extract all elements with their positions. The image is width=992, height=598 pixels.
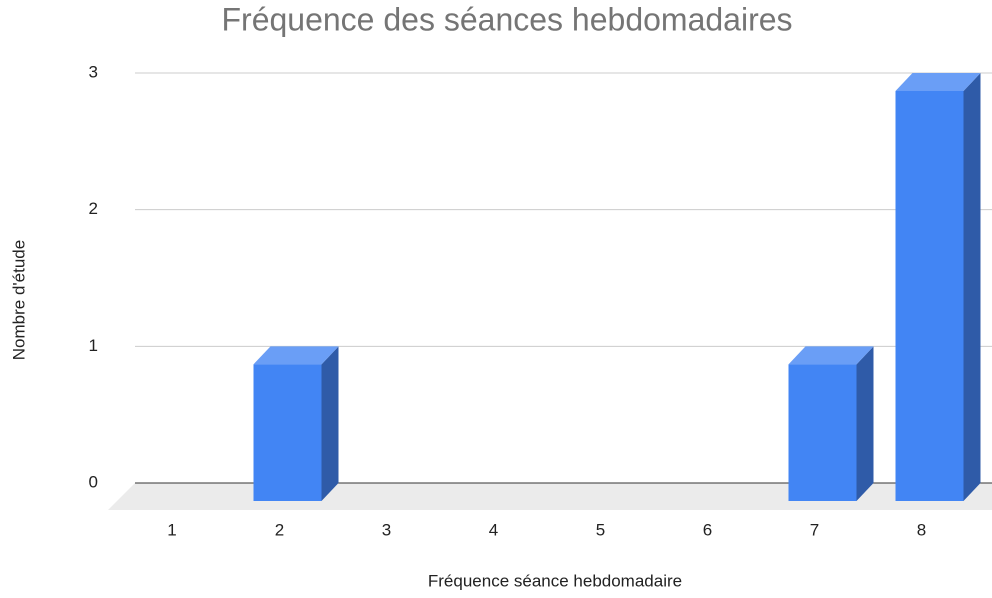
bar-side — [856, 346, 874, 501]
bar — [253, 346, 339, 501]
y-axis-label: Nombre d'étude — [9, 240, 28, 360]
x-tick-label: 8 — [917, 520, 926, 539]
bar — [895, 73, 981, 501]
x-tick-label: 1 — [167, 520, 176, 539]
x-tick-label: 4 — [489, 520, 498, 539]
bar-front — [788, 364, 857, 501]
x-tick-label: 3 — [382, 520, 391, 539]
y-tick-label: 2 — [89, 199, 98, 218]
chart-title: Fréquence des séances hebdomadaires — [221, 1, 792, 37]
y-tick-label: 3 — [89, 62, 98, 81]
bar-side — [963, 73, 981, 501]
bar-side — [321, 346, 339, 501]
bar-top — [253, 346, 339, 365]
x-tick-label: 6 — [703, 520, 712, 539]
bar — [788, 346, 874, 501]
x-tick-label: 7 — [810, 520, 819, 539]
bar-top — [895, 73, 981, 91]
y-tick-label: 1 — [89, 336, 98, 355]
bar-front — [895, 91, 964, 501]
y-tick-label: 0 — [89, 472, 98, 491]
x-tick-label: 5 — [596, 520, 605, 539]
bar-front — [253, 364, 322, 501]
x-tick-label: 2 — [275, 520, 284, 539]
bar-top — [788, 346, 874, 365]
x-axis-label: Fréquence séance hebdomadaire — [428, 571, 682, 590]
